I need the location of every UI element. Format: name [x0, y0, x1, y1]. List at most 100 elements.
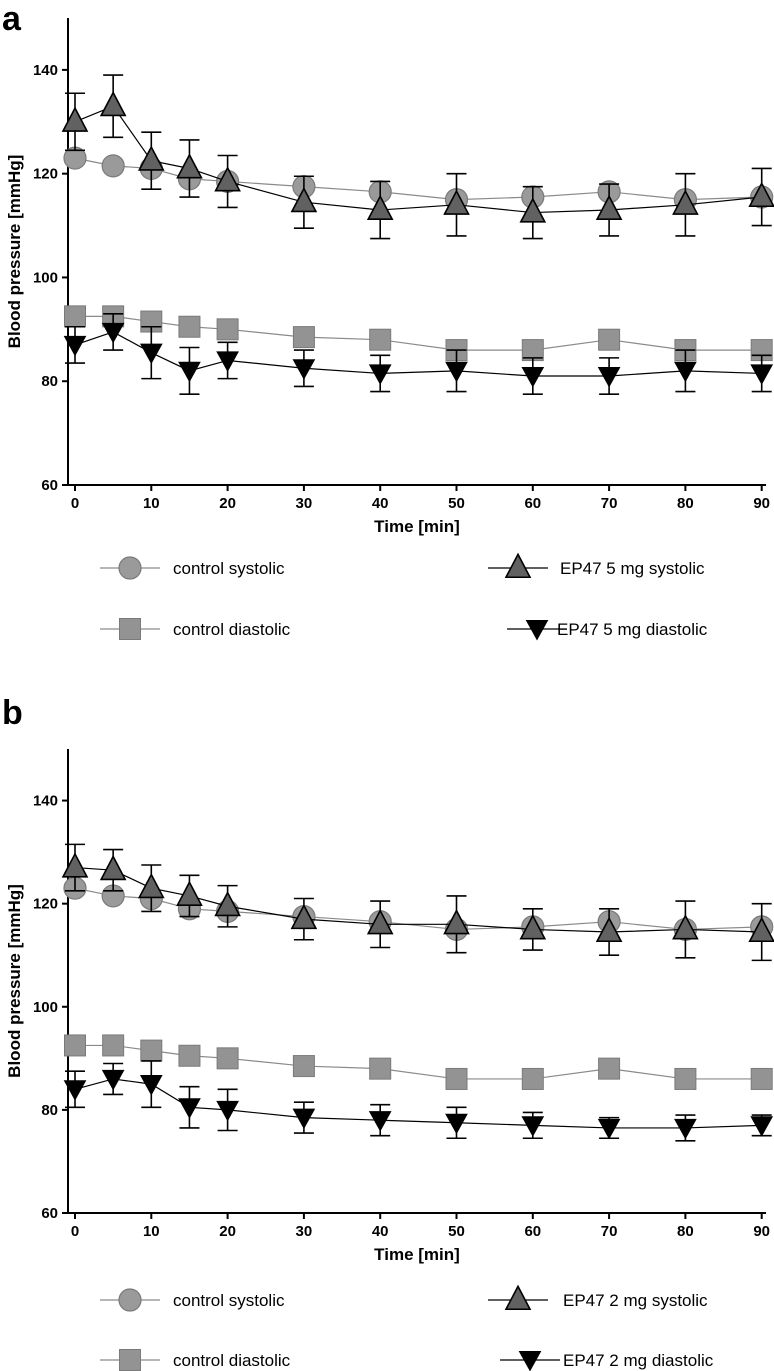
legend-label: control systolic [173, 559, 285, 578]
data-point [99, 854, 127, 881]
data-point [368, 1111, 392, 1132]
data-point [101, 322, 125, 344]
legend-marker [119, 1349, 141, 1371]
data-point [750, 1067, 773, 1090]
data-point [137, 145, 165, 171]
x-tick-label: 90 [753, 1223, 770, 1240]
x-tick-label: 0 [71, 1223, 79, 1240]
data-point [292, 326, 315, 349]
y-tick-label: 140 [33, 62, 58, 79]
data-point [176, 880, 203, 906]
y-tick-label: 120 [33, 166, 58, 183]
legend-label: control systolic [173, 1291, 285, 1310]
data-point [368, 364, 392, 385]
y-tick-label: 100 [33, 269, 58, 286]
data-point [443, 908, 470, 935]
data-point [176, 153, 203, 179]
series-line [75, 315, 762, 351]
series-control-systolic [63, 146, 774, 212]
legend-label: EP47 2 mg diastolic [563, 1351, 714, 1370]
data-point [519, 197, 547, 223]
data-point [445, 361, 468, 383]
panel-a: a 60 80 100 120 140 0 10 20 30 40 50 60 70 80 90 Time [m… [2, 0, 774, 641]
legend: control systolic EP47 5 mg systolic contro… [100, 552, 708, 641]
series-line [75, 1044, 762, 1080]
series-line [74, 1078, 762, 1129]
legend-marker [518, 1350, 542, 1371]
data-point [178, 315, 201, 338]
data-point [102, 1034, 125, 1057]
x-axis-label: Time [min] [374, 517, 460, 536]
x-tick-label: 10 [143, 1223, 160, 1240]
x-tick-label: 20 [219, 1223, 236, 1240]
y-tick-label: 60 [41, 1205, 58, 1222]
legend-item-control-systolic: control systolic [100, 556, 285, 580]
series-control-diastolic [64, 1034, 773, 1090]
legend-label: EP47 2 mg systolic [563, 1291, 708, 1310]
data-point [521, 1067, 544, 1090]
x-tick-label: 80 [677, 1223, 694, 1240]
x-tick-label: 80 [677, 495, 694, 512]
data-point [137, 872, 165, 899]
x-tick-label: 40 [372, 1223, 389, 1240]
data-point [216, 318, 239, 341]
x-tick-label: 50 [448, 1223, 465, 1240]
data-point [443, 189, 470, 215]
legend-item-control-systolic: control systolic [100, 1288, 285, 1312]
x-tick-label: 0 [71, 495, 79, 512]
data-point [292, 359, 316, 380]
data-point [598, 328, 621, 351]
series-ep47-5-mg-diastolic [63, 312, 774, 395]
data-point [369, 1057, 392, 1080]
legend-label: EP47 5 mg diastolic [557, 620, 708, 639]
x-tick-label: 50 [448, 495, 465, 512]
y-tick-label: 140 [33, 793, 58, 810]
legend-marker [118, 1288, 142, 1312]
series-control-diastolic [64, 305, 773, 362]
series-control-systolic [63, 876, 774, 942]
data-point [178, 1044, 201, 1067]
data-point [61, 106, 89, 132]
legend-marker [119, 618, 141, 640]
data-point [63, 335, 87, 357]
legend-item-control-diastolic: control diastolic [100, 618, 291, 640]
legend: control systolic EP47 2 mg systolic contro… [100, 1284, 714, 1371]
data-point [214, 166, 241, 192]
data-point [521, 1116, 545, 1137]
data-point [139, 1075, 163, 1096]
data-point [672, 189, 699, 215]
x-tick-label: 40 [372, 495, 389, 512]
data-point [101, 1069, 125, 1091]
x-tick-label: 70 [601, 495, 618, 512]
data-point [216, 351, 239, 372]
series-line [74, 105, 762, 214]
data-point [214, 890, 241, 917]
x-tick-label: 10 [143, 495, 160, 512]
legend-label: EP47 5 mg systolic [560, 559, 705, 578]
y-tick-label: 80 [41, 373, 58, 390]
data-point [521, 366, 545, 388]
data-point [63, 1080, 87, 1101]
x-tick-label: 60 [524, 1223, 541, 1240]
data-point [598, 1057, 621, 1080]
legend-item-ep47-2-mg-diastolic: EP47 2 mg diastolic [500, 1350, 714, 1371]
legend-item-control-diastolic: control diastolic [100, 1349, 291, 1371]
y-tick-label: 80 [41, 1102, 58, 1119]
x-tick-label: 70 [601, 1223, 618, 1240]
legend-marker [118, 556, 142, 580]
data-point [64, 305, 86, 328]
x-tick-label: 20 [219, 495, 236, 512]
data-point [369, 328, 392, 351]
data-point [597, 1118, 621, 1140]
series-line [74, 331, 762, 377]
y-axis-label: Blood pressure [mmHg] [5, 155, 24, 349]
panel-letter: b [2, 694, 23, 732]
y-axis-label: Blood pressure [mmHg] [5, 884, 24, 1078]
data-point [672, 914, 699, 940]
legend-marker [504, 552, 532, 579]
data-point [519, 914, 547, 940]
data-point [290, 903, 318, 930]
data-point [101, 154, 125, 178]
data-point [750, 364, 774, 385]
